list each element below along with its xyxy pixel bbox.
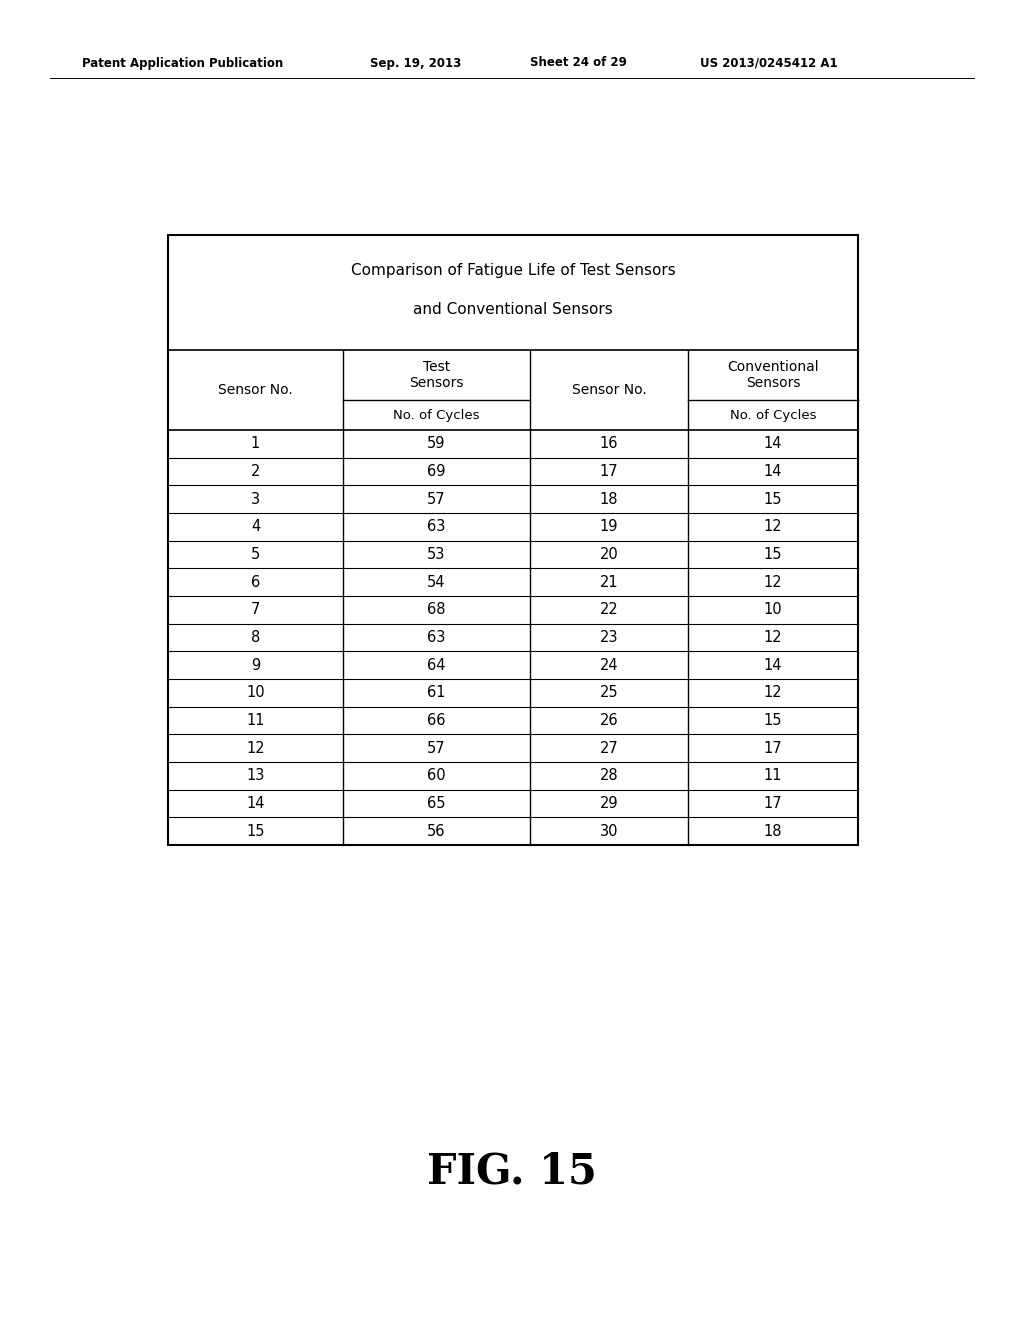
Text: Comparison of Fatigue Life of Test Sensors: Comparison of Fatigue Life of Test Senso… bbox=[350, 263, 676, 277]
Text: 11: 11 bbox=[764, 768, 782, 783]
Text: 53: 53 bbox=[427, 546, 445, 562]
Text: Sheet 24 of 29: Sheet 24 of 29 bbox=[530, 57, 627, 70]
Text: No. of Cycles: No. of Cycles bbox=[393, 408, 480, 421]
Text: 16: 16 bbox=[600, 437, 618, 451]
Text: Test
Sensors: Test Sensors bbox=[410, 360, 464, 391]
Text: Sensor No.: Sensor No. bbox=[218, 383, 293, 397]
Text: 10: 10 bbox=[246, 685, 265, 701]
Text: 7: 7 bbox=[251, 602, 260, 618]
Text: 24: 24 bbox=[600, 657, 618, 673]
Text: 14: 14 bbox=[764, 465, 782, 479]
Text: 65: 65 bbox=[427, 796, 445, 810]
Text: 11: 11 bbox=[246, 713, 265, 729]
Text: 66: 66 bbox=[427, 713, 445, 729]
Text: 14: 14 bbox=[764, 437, 782, 451]
Text: 19: 19 bbox=[600, 519, 618, 535]
Text: 68: 68 bbox=[427, 602, 445, 618]
Text: and Conventional Sensors: and Conventional Sensors bbox=[413, 302, 613, 318]
Text: 12: 12 bbox=[764, 630, 782, 645]
Text: 28: 28 bbox=[600, 768, 618, 783]
Text: 57: 57 bbox=[427, 491, 445, 507]
Text: 56: 56 bbox=[427, 824, 445, 838]
Text: 27: 27 bbox=[600, 741, 618, 755]
Text: 12: 12 bbox=[764, 685, 782, 701]
Text: Sep. 19, 2013: Sep. 19, 2013 bbox=[370, 57, 461, 70]
Text: 12: 12 bbox=[246, 741, 265, 755]
Text: No. of Cycles: No. of Cycles bbox=[730, 408, 816, 421]
Text: 57: 57 bbox=[427, 741, 445, 755]
Text: 29: 29 bbox=[600, 796, 618, 810]
Text: 14: 14 bbox=[246, 796, 265, 810]
Text: 15: 15 bbox=[246, 824, 265, 838]
Text: 30: 30 bbox=[600, 824, 618, 838]
Text: FIG. 15: FIG. 15 bbox=[427, 1151, 597, 1193]
Text: 4: 4 bbox=[251, 519, 260, 535]
Text: 18: 18 bbox=[600, 491, 618, 507]
Text: Patent Application Publication: Patent Application Publication bbox=[82, 57, 284, 70]
Text: 26: 26 bbox=[600, 713, 618, 729]
Text: 64: 64 bbox=[427, 657, 445, 673]
Text: US 2013/0245412 A1: US 2013/0245412 A1 bbox=[700, 57, 838, 70]
Text: 10: 10 bbox=[764, 602, 782, 618]
Text: 21: 21 bbox=[600, 574, 618, 590]
Text: 1: 1 bbox=[251, 437, 260, 451]
Text: 54: 54 bbox=[427, 574, 445, 590]
Text: Conventional
Sensors: Conventional Sensors bbox=[727, 360, 819, 391]
Text: 60: 60 bbox=[427, 768, 445, 783]
Text: 2: 2 bbox=[251, 465, 260, 479]
Text: 22: 22 bbox=[600, 602, 618, 618]
Text: 17: 17 bbox=[764, 796, 782, 810]
Text: 8: 8 bbox=[251, 630, 260, 645]
Text: 18: 18 bbox=[764, 824, 782, 838]
Text: 63: 63 bbox=[427, 519, 445, 535]
Text: Sensor No.: Sensor No. bbox=[571, 383, 646, 397]
Text: 69: 69 bbox=[427, 465, 445, 479]
Text: 20: 20 bbox=[600, 546, 618, 562]
Text: 59: 59 bbox=[427, 437, 445, 451]
Text: 17: 17 bbox=[764, 741, 782, 755]
Text: 13: 13 bbox=[247, 768, 264, 783]
Text: 25: 25 bbox=[600, 685, 618, 701]
Text: 12: 12 bbox=[764, 519, 782, 535]
Text: 63: 63 bbox=[427, 630, 445, 645]
Text: 17: 17 bbox=[600, 465, 618, 479]
Text: 5: 5 bbox=[251, 546, 260, 562]
Text: 23: 23 bbox=[600, 630, 618, 645]
Text: 9: 9 bbox=[251, 657, 260, 673]
Text: 12: 12 bbox=[764, 574, 782, 590]
Text: 6: 6 bbox=[251, 574, 260, 590]
Text: 15: 15 bbox=[764, 546, 782, 562]
Text: 15: 15 bbox=[764, 713, 782, 729]
Bar bbox=[168, 235, 858, 845]
Text: 15: 15 bbox=[764, 491, 782, 507]
Text: 3: 3 bbox=[251, 491, 260, 507]
Text: 61: 61 bbox=[427, 685, 445, 701]
Text: 14: 14 bbox=[764, 657, 782, 673]
